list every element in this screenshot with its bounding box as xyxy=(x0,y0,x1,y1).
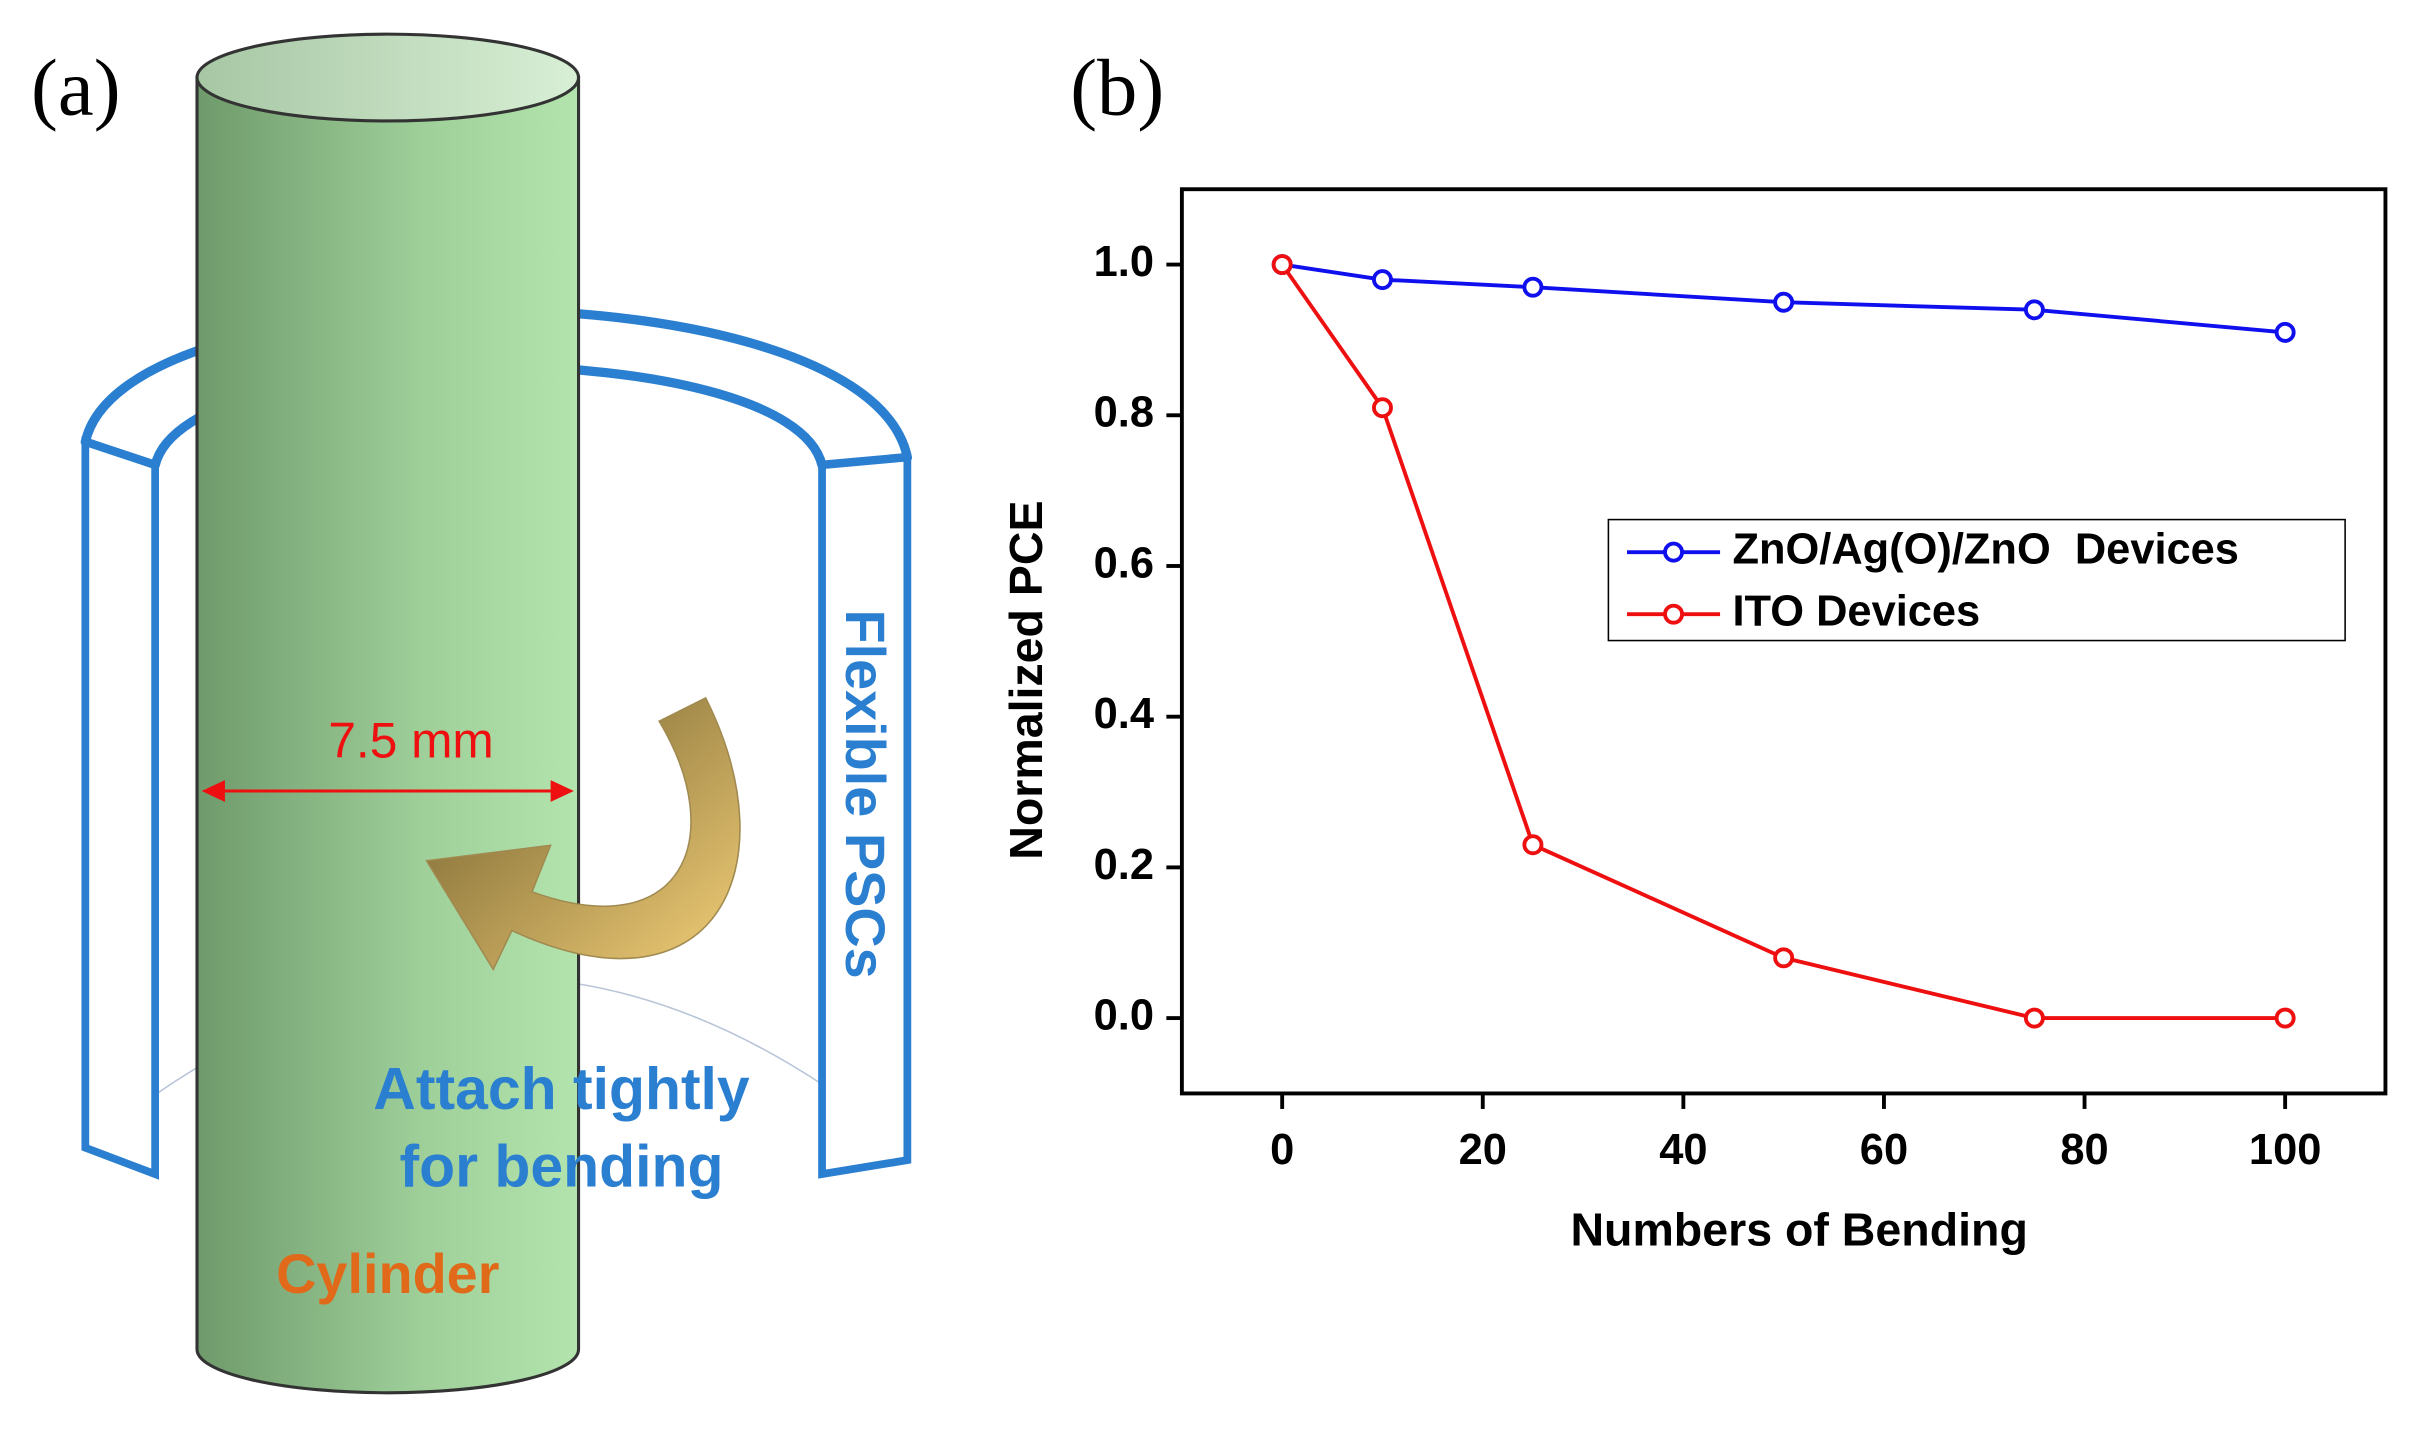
y-tick-label: 0.8 xyxy=(1094,389,1154,437)
data-point xyxy=(1271,254,1293,276)
series-line xyxy=(1280,263,2286,1021)
data-point xyxy=(1522,834,1544,856)
data-point xyxy=(1773,947,1795,969)
data-point xyxy=(2274,321,2296,343)
curved-arrow xyxy=(425,696,741,971)
data-point xyxy=(1372,397,1393,419)
data-point xyxy=(2023,299,2045,321)
x-tick-label: 40 xyxy=(1659,1126,1707,1174)
y-tick-label: 0.6 xyxy=(1094,539,1154,587)
x-axis-title: Numbers of Bending xyxy=(1570,1203,2027,1255)
legend-marker xyxy=(1663,603,1685,625)
panel-label: (a) xyxy=(31,44,121,133)
cylinder-label: Cylinder xyxy=(276,1242,499,1305)
data-point xyxy=(2023,1007,2045,1029)
data-point xyxy=(1773,291,1795,313)
device-right xyxy=(818,453,912,1179)
panel-a: (a) 7.5 mm Flexible PSCs Attach tightly … xyxy=(31,32,913,1395)
x-tick-label: 100 xyxy=(2249,1126,2321,1174)
legend-label: ZnO/Ag(O)/ZnO Devices xyxy=(1732,526,2238,574)
legend-marker xyxy=(1663,541,1685,563)
data-point xyxy=(1372,269,1393,291)
x-tick-label: 80 xyxy=(2060,1126,2108,1174)
action-label: Attach tightly xyxy=(373,1057,750,1122)
device-left xyxy=(81,436,160,1180)
x-tick-label: 0 xyxy=(1270,1126,1294,1174)
device-label: Flexible PSCs xyxy=(834,609,897,978)
y-tick-label: 0.4 xyxy=(1094,690,1154,738)
plot-frame xyxy=(1179,187,2388,1096)
series-line xyxy=(1281,262,2286,335)
x-tick-label: 60 xyxy=(1860,1126,1908,1174)
y-axis-title: Normalized PCE xyxy=(1000,500,1052,859)
legend-box xyxy=(1607,518,2346,642)
data-point xyxy=(1522,276,1544,298)
legend-label: ITO Devices xyxy=(1732,588,1980,636)
panel-b: 0 20 40 60 80 100 0.0 0.2 0.4 0.6 0.8 1.0 Numbers of… xyxy=(1000,187,2388,1255)
data-point xyxy=(2274,1007,2296,1029)
y-tick-label: 1.0 xyxy=(1094,238,1154,286)
cylinder-top xyxy=(195,32,581,123)
y-tick-label: 0.2 xyxy=(1094,841,1154,889)
x-tick-label: 20 xyxy=(1459,1126,1507,1174)
panel-label: (b) xyxy=(1070,44,1164,133)
cylinder xyxy=(195,75,581,1395)
action-label: for bending xyxy=(399,1135,723,1200)
width-label: 7.5 mm xyxy=(328,713,493,769)
y-tick-label: 0.0 xyxy=(1094,992,1154,1040)
